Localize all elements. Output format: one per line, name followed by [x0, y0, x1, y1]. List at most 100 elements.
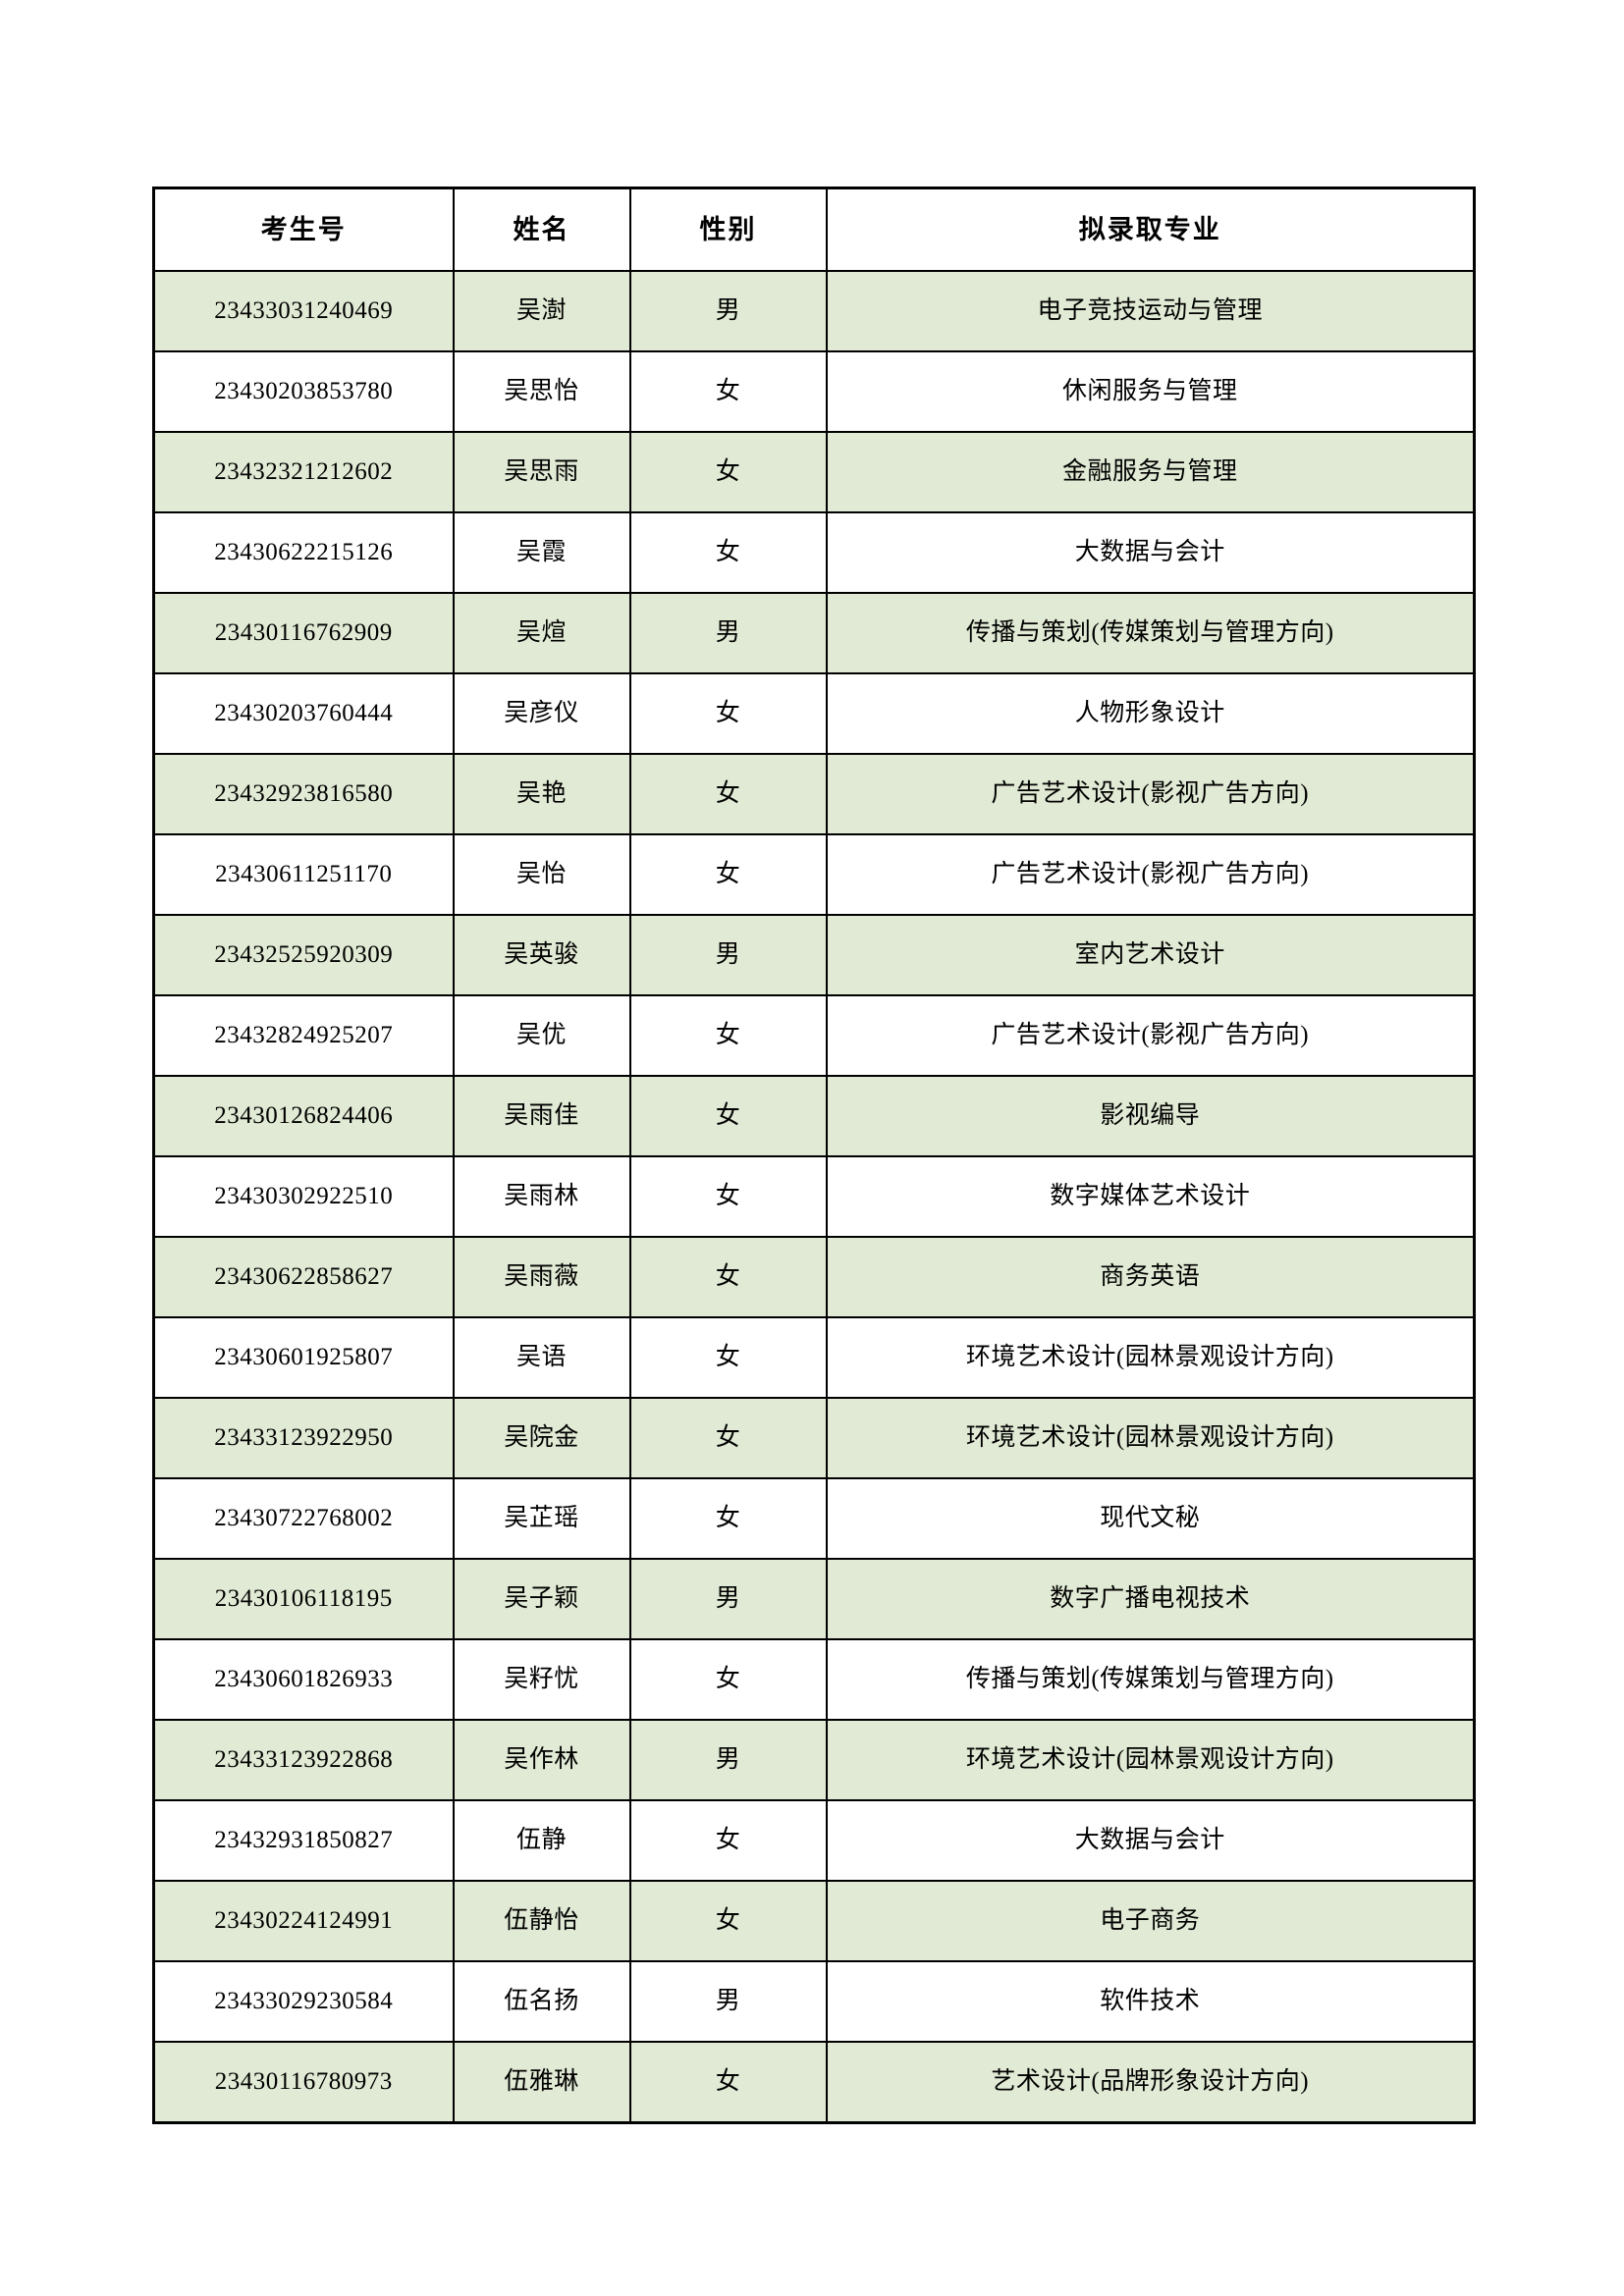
cell-major: 电子竞技运动与管理	[825, 270, 1476, 352]
cell-name: 吴雨佳	[452, 1075, 631, 1157]
cell-exam-id: 23430611251170	[152, 833, 455, 916]
cell-gender: 女	[628, 431, 828, 513]
cell-name: 吴子颖	[452, 1558, 631, 1640]
cell-major: 人物形象设计	[825, 672, 1476, 755]
table-row: 23430622215126 吴霞女大数据与会计	[152, 511, 1476, 594]
cell-major: 商务英语	[825, 1236, 1476, 1318]
table-row: 23430601925807 吴语女环境艺术设计(园林景观设计方向)	[152, 1316, 1476, 1399]
table-row: 23433123922950 吴院金女环境艺术设计(园林景观设计方向)	[152, 1397, 1476, 1479]
column-header-gender: 性别	[628, 187, 828, 272]
cell-major: 室内艺术设计	[825, 914, 1476, 996]
table-row: 23430203853780 吴思怡女休闲服务与管理	[152, 350, 1476, 433]
table-body: 23433031240469 吴澍男电子竞技运动与管理 23430203853780…	[152, 270, 1476, 2124]
table-row: 23430106118195 吴子颖男数字广播电视技术	[152, 1558, 1476, 1640]
table-row: 23430611251170 吴怡女广告艺术设计(影视广告方向)	[152, 833, 1476, 916]
cell-gender: 女	[628, 1397, 828, 1479]
cell-gender: 女	[628, 1799, 828, 1882]
table-row: 23430302922510 吴雨林女数字媒体艺术设计	[152, 1155, 1476, 1238]
cell-major: 大数据与会计	[825, 1799, 1476, 1882]
table-row: 23430601826933 吴籽忧女传播与策划(传媒策划与管理方向)	[152, 1638, 1476, 1721]
cell-exam-id: 23430106118195	[152, 1558, 455, 1640]
cell-exam-id: 23430622858627	[152, 1236, 455, 1318]
cell-gender: 男	[628, 1719, 828, 1801]
cell-exam-id: 23430116762909	[152, 592, 455, 674]
cell-gender: 女	[628, 350, 828, 433]
cell-gender: 男	[628, 914, 828, 996]
cell-gender: 女	[628, 753, 828, 835]
cell-exam-id: 23432824925207	[152, 994, 455, 1077]
cell-name: 伍雅琳	[452, 2041, 631, 2124]
cell-exam-id: 23432923816580	[152, 753, 455, 835]
cell-major: 传播与策划(传媒策划与管理方向)	[825, 592, 1476, 674]
table-row: 23433123922868 吴作林男环境艺术设计(园林景观设计方向)	[152, 1719, 1476, 1801]
cell-name: 吴雨薇	[452, 1236, 631, 1318]
table-row: 23430224124991 伍静怡女电子商务	[152, 1880, 1476, 1962]
cell-gender: 女	[628, 1880, 828, 1962]
cell-major: 软件技术	[825, 1960, 1476, 2043]
cell-gender: 女	[628, 1236, 828, 1318]
cell-gender: 女	[628, 1075, 828, 1157]
cell-exam-id: 23430302922510	[152, 1155, 455, 1238]
cell-exam-id: 23430601925807	[152, 1316, 455, 1399]
cell-major: 数字广播电视技术	[825, 1558, 1476, 1640]
cell-exam-id: 23430722768002	[152, 1477, 455, 1560]
cell-gender: 女	[628, 1638, 828, 1721]
cell-name: 吴霞	[452, 511, 631, 594]
cell-name: 吴澍	[452, 270, 631, 352]
cell-gender: 女	[628, 672, 828, 755]
cell-gender: 女	[628, 1155, 828, 1238]
cell-major: 电子商务	[825, 1880, 1476, 1962]
table-row: 23433029230584 伍名扬男软件技术	[152, 1960, 1476, 2043]
cell-name: 吴语	[452, 1316, 631, 1399]
cell-name: 吴雨林	[452, 1155, 631, 1238]
cell-exam-id: 23432525920309	[152, 914, 455, 996]
cell-gender: 女	[628, 2041, 828, 2124]
cell-name: 吴思怡	[452, 350, 631, 433]
table-header-row: 考生号 姓名 性别 拟录取专业	[152, 187, 1476, 272]
cell-major: 数字媒体艺术设计	[825, 1155, 1476, 1238]
cell-name: 吴艳	[452, 753, 631, 835]
cell-major: 休闲服务与管理	[825, 350, 1476, 433]
cell-exam-id: 23433123922950	[152, 1397, 455, 1479]
cell-name: 伍名扬	[452, 1960, 631, 2043]
cell-exam-id: 23433031240469	[152, 270, 455, 352]
cell-name: 伍静怡	[452, 1880, 631, 1962]
cell-major: 环境艺术设计(园林景观设计方向)	[825, 1316, 1476, 1399]
cell-gender: 男	[628, 1558, 828, 1640]
cell-name: 吴英骏	[452, 914, 631, 996]
cell-name: 吴煊	[452, 592, 631, 674]
cell-exam-id: 23430126824406	[152, 1075, 455, 1157]
cell-exam-id: 23432931850827	[152, 1799, 455, 1882]
table-row: 23430116762909 吴煊男传播与策划(传媒策划与管理方向)	[152, 592, 1476, 674]
cell-name: 吴思雨	[452, 431, 631, 513]
cell-exam-id: 23430203760444	[152, 672, 455, 755]
table-row: 23430126824406 吴雨佳女影视编导	[152, 1075, 1476, 1157]
table-row: 23432824925207 吴优女广告艺术设计(影视广告方向)	[152, 994, 1476, 1077]
cell-major: 现代文秘	[825, 1477, 1476, 1560]
table-header: 考生号 姓名 性别 拟录取专业	[152, 187, 1476, 272]
cell-name: 吴作林	[452, 1719, 631, 1801]
table-row: 23432525920309 吴英骏男室内艺术设计	[152, 914, 1476, 996]
cell-exam-id: 23432321212602	[152, 431, 455, 513]
table-row: 23433031240469 吴澍男电子竞技运动与管理	[152, 270, 1476, 352]
cell-gender: 男	[628, 592, 828, 674]
cell-gender: 女	[628, 1316, 828, 1399]
cell-major: 传播与策划(传媒策划与管理方向)	[825, 1638, 1476, 1721]
cell-gender: 女	[628, 511, 828, 594]
table-row: 23432923816580 吴艳女广告艺术设计(影视广告方向)	[152, 753, 1476, 835]
cell-exam-id: 23430224124991	[152, 1880, 455, 1962]
cell-name: 吴籽忧	[452, 1638, 631, 1721]
cell-exam-id: 23430203853780	[152, 350, 455, 433]
cell-exam-id: 23433123922868	[152, 1719, 455, 1801]
admitted-students-table: 考生号 姓名 性别 拟录取专业 23433031240469 吴澍男电子竞技运动与…	[152, 187, 1476, 2124]
cell-major: 艺术设计(品牌形象设计方向)	[825, 2041, 1476, 2124]
column-header-major: 拟录取专业	[825, 187, 1476, 272]
cell-gender: 女	[628, 994, 828, 1077]
cell-gender: 女	[628, 833, 828, 916]
cell-exam-id: 23433029230584	[152, 1960, 455, 2043]
table-row: 23430622858627 吴雨薇女商务英语	[152, 1236, 1476, 1318]
cell-major: 广告艺术设计(影视广告方向)	[825, 753, 1476, 835]
admitted-students-table-wrapper: 考生号 姓名 性别 拟录取专业 23433031240469 吴澍男电子竞技运动与…	[152, 187, 1476, 2124]
cell-major: 环境艺术设计(园林景观设计方向)	[825, 1719, 1476, 1801]
cell-major: 环境艺术设计(园林景观设计方向)	[825, 1397, 1476, 1479]
